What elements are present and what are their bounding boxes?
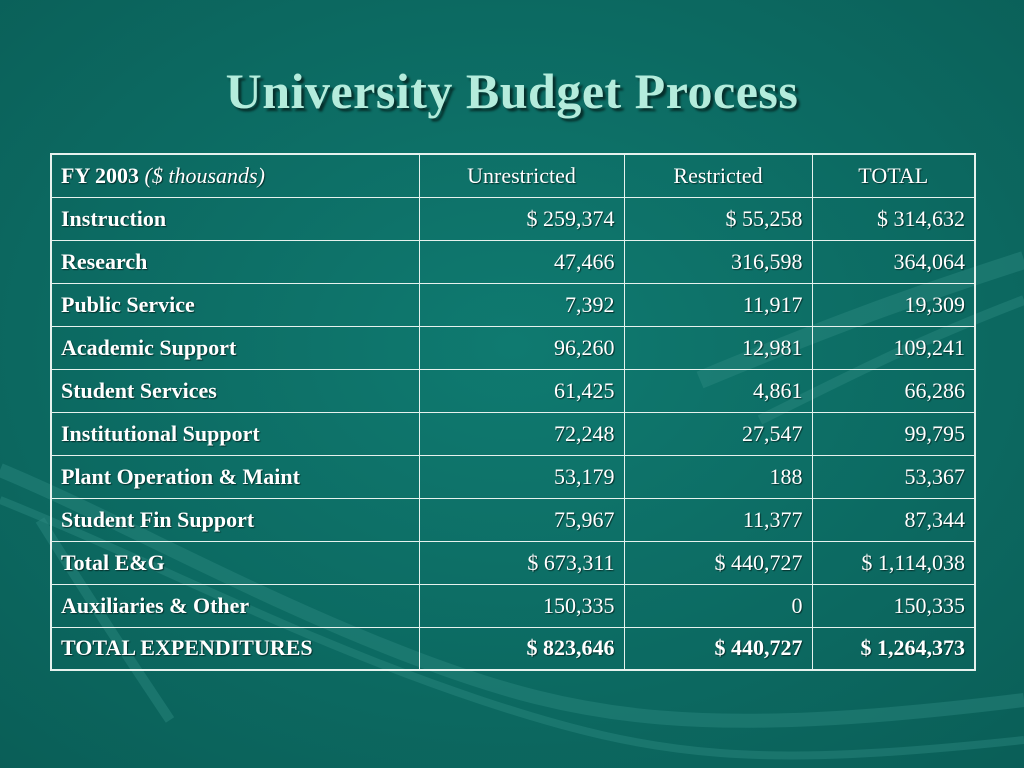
cell-total: 66,286 bbox=[811, 368, 976, 413]
table-row-total-expenditures: TOTAL EXPENDITURES $ 823,646 $ 440,727 $… bbox=[50, 626, 976, 671]
header-fy-label: FY 2003 ($ thousands) bbox=[50, 153, 420, 198]
header-restricted: Restricted bbox=[623, 153, 813, 198]
row-label: TOTAL EXPENDITURES bbox=[50, 626, 420, 671]
cell-restricted: 27,547 bbox=[623, 411, 813, 456]
cell-total: 364,064 bbox=[811, 239, 976, 284]
cell-unrestricted: 7,392 bbox=[418, 282, 625, 327]
cell-restricted: 11,377 bbox=[623, 497, 813, 542]
cell-total: 99,795 bbox=[811, 411, 976, 456]
cell-unrestricted: 72,248 bbox=[418, 411, 625, 456]
row-label: Student Services bbox=[50, 368, 420, 413]
cell-unrestricted: $ 673,311 bbox=[418, 540, 625, 585]
cell-unrestricted: 75,967 bbox=[418, 497, 625, 542]
cell-restricted: 0 bbox=[623, 583, 813, 628]
cell-total: $ 1,264,373 bbox=[811, 626, 976, 671]
row-label: Institutional Support bbox=[50, 411, 420, 456]
row-label: Academic Support bbox=[50, 325, 420, 370]
cell-total: 150,335 bbox=[811, 583, 976, 628]
cell-total: 109,241 bbox=[811, 325, 976, 370]
table-row-instruction: Instruction $ 259,374 $ 55,258 $ 314,632 bbox=[50, 196, 976, 241]
row-label: Auxiliaries & Other bbox=[50, 583, 420, 628]
cell-restricted: 11,917 bbox=[623, 282, 813, 327]
cell-restricted: 12,981 bbox=[623, 325, 813, 370]
table-row-research: Research 47,466 316,598 364,064 bbox=[50, 239, 976, 284]
cell-restricted: 4,861 bbox=[623, 368, 813, 413]
header-total: TOTAL bbox=[811, 153, 976, 198]
cell-unrestricted: 61,425 bbox=[418, 368, 625, 413]
cell-unrestricted: $ 823,646 bbox=[418, 626, 625, 671]
row-label: Student Fin Support bbox=[50, 497, 420, 542]
row-label: Instruction bbox=[50, 196, 420, 241]
table-header-row: FY 2003 ($ thousands) Unrestricted Restr… bbox=[50, 153, 976, 198]
cell-restricted: $ 440,727 bbox=[623, 540, 813, 585]
table-row-institutional-support: Institutional Support 72,248 27,547 99,7… bbox=[50, 411, 976, 456]
row-label: Plant Operation & Maint bbox=[50, 454, 420, 499]
header-units: ($ thousands) bbox=[144, 162, 265, 188]
cell-unrestricted: 47,466 bbox=[418, 239, 625, 284]
header-unrestricted: Unrestricted bbox=[418, 153, 625, 198]
header-fy: FY 2003 bbox=[61, 162, 140, 188]
row-label: Total E&G bbox=[50, 540, 420, 585]
cell-restricted: 188 bbox=[623, 454, 813, 499]
table-row-student-services: Student Services 61,425 4,861 66,286 bbox=[50, 368, 976, 413]
table-row-auxiliaries: Auxiliaries & Other 150,335 0 150,335 bbox=[50, 583, 976, 628]
row-label: Public Service bbox=[50, 282, 420, 327]
cell-restricted: 316,598 bbox=[623, 239, 813, 284]
cell-total: 87,344 bbox=[811, 497, 976, 542]
cell-unrestricted: 96,260 bbox=[418, 325, 625, 370]
table-row-total-eg: Total E&G $ 673,311 $ 440,727 $ 1,114,03… bbox=[50, 540, 976, 585]
cell-unrestricted: 150,335 bbox=[418, 583, 625, 628]
table-row-plant-operation: Plant Operation & Maint 53,179 188 53,36… bbox=[50, 454, 976, 499]
budget-table: FY 2003 ($ thousands) Unrestricted Restr… bbox=[50, 153, 976, 671]
row-label: Research bbox=[50, 239, 420, 284]
table-row-public-service: Public Service 7,392 11,917 19,309 bbox=[50, 282, 976, 327]
cell-total: 19,309 bbox=[811, 282, 976, 327]
slide-title: University Budget Process bbox=[225, 63, 799, 119]
cell-total: 53,367 bbox=[811, 454, 976, 499]
table-row-academic-support: Academic Support 96,260 12,981 109,241 bbox=[50, 325, 976, 370]
cell-restricted: $ 440,727 bbox=[623, 626, 813, 671]
cell-unrestricted: $ 259,374 bbox=[418, 196, 625, 241]
cell-total: $ 314,632 bbox=[811, 196, 976, 241]
cell-restricted: $ 55,258 bbox=[623, 196, 813, 241]
cell-unrestricted: 53,179 bbox=[418, 454, 625, 499]
table-row-student-fin-support: Student Fin Support 75,967 11,377 87,344 bbox=[50, 497, 976, 542]
cell-total: $ 1,114,038 bbox=[811, 540, 976, 585]
